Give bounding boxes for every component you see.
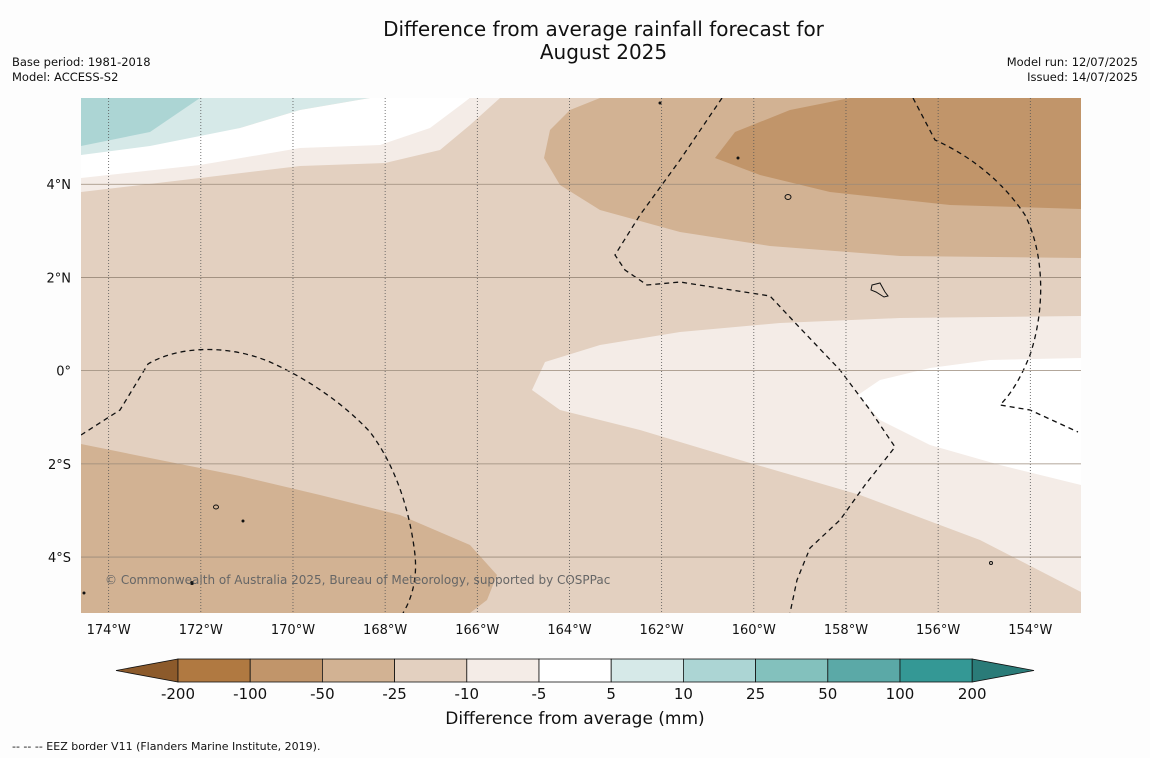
colorbar-extend-high — [971, 658, 1035, 683]
colorbar-tick-label: -10 — [455, 685, 480, 703]
eez-legend-note: -- -- -- EEZ border V11 (Flanders Marine… — [12, 740, 321, 753]
lon-tick-label: 168°W — [363, 623, 407, 638]
colorbar-swatch — [466, 658, 540, 683]
copyright-text: © Commonwealth of Australia 2025, Bureau… — [105, 573, 610, 587]
eez-border-central — [614, 98, 896, 613]
lon-tick-label: 162°W — [640, 623, 684, 638]
title-line-2: August 2025 — [539, 40, 668, 64]
eez-border-west — [81, 348, 417, 613]
colorbar-tick-label: 25 — [746, 685, 765, 703]
colorbar-swatch — [827, 658, 901, 683]
island-3 — [190, 581, 194, 585]
colorbar-extend-low — [115, 658, 179, 683]
map-plot-area: © Commonwealth of Australia 2025, Bureau… — [81, 98, 1081, 613]
contour-10-25-top-left — [81, 98, 200, 146]
colorbar-swatch — [321, 658, 395, 683]
island-kiritimati — [870, 282, 889, 298]
contour-neutral-east — [858, 358, 1081, 485]
lat-tick-label: 0° — [56, 365, 71, 380]
colorbar-label: Difference from average (mm) — [445, 709, 705, 729]
islands — [82, 101, 993, 595]
meta-right: Model run: 12/07/2025 Issued: 14/07/2025 — [1007, 55, 1138, 85]
lon-tick-label: 166°W — [455, 623, 499, 638]
colorbar-swatch — [683, 658, 757, 683]
colorbar-tick-label: 100 — [886, 685, 915, 703]
lon-tick-label: 164°W — [547, 623, 591, 638]
colorbar-tick-label: 200 — [958, 685, 987, 703]
lat-tick-label: 4°S — [48, 551, 71, 566]
colorbar-swatch — [177, 658, 251, 683]
colorbar-swatch — [394, 658, 468, 683]
contour-25-50-southwest — [81, 444, 497, 613]
meta-left: Base period: 1981-2018 Model: ACCESS-S2 — [12, 55, 151, 85]
island-1 — [784, 194, 792, 200]
colorbar-tick-label: 50 — [818, 685, 837, 703]
title-line-1: Difference from average rainfall forecas… — [383, 17, 824, 41]
colorbar-tick-label: 10 — [674, 685, 693, 703]
lat-tick-label: 4°N — [47, 178, 72, 193]
contour-neutral-top — [81, 98, 470, 180]
base-period: Base period: 1981-2018 — [12, 55, 151, 69]
island-4 — [241, 519, 245, 523]
colorbar-swatch — [755, 658, 829, 683]
lon-tick-label: 154°W — [1008, 623, 1052, 638]
colorbar-tick-label: -100 — [233, 685, 267, 703]
colorbar-swatch — [249, 658, 323, 683]
chart-title: Difference from average rainfall forecas… — [0, 18, 1150, 64]
gridlines — [81, 98, 1081, 613]
colorbar: -200 -100 -50 -25 -10 -5 5 10 25 50 100 200 — [115, 658, 1035, 703]
issued-date: Issued: 14/07/2025 — [1027, 70, 1138, 84]
model-name: Model: ACCESS-S2 — [12, 70, 119, 84]
island-6 — [736, 156, 740, 160]
lon-tick-label: 156°W — [916, 623, 960, 638]
axis-labels: 174°W 172°W 170°W 168°W 166°W 164°W 162°W 160°W… — [47, 178, 1053, 638]
island-2 — [213, 504, 219, 510]
eez-borders — [81, 98, 1079, 613]
lon-tick-label: 170°W — [271, 623, 315, 638]
colorbar-tick-label: -25 — [382, 685, 407, 703]
colorbar-tick-label: 5 — [606, 685, 616, 703]
island-7 — [989, 561, 993, 565]
colorbar-swatch — [610, 658, 684, 683]
contour-50-100-northeast — [715, 98, 1081, 209]
colorbar-swatch — [538, 658, 612, 683]
colorbar-tick-label: -200 — [161, 685, 195, 703]
lat-tick-label: 2°N — [47, 271, 72, 286]
eez-border-east — [912, 98, 1079, 433]
lat-tick-label: 2°S — [48, 458, 71, 473]
lon-tick-label: 174°W — [87, 623, 131, 638]
island-8 — [82, 591, 86, 595]
lon-tick-label: 172°W — [179, 623, 223, 638]
colorbar-swatch — [899, 658, 973, 683]
lon-tick-label: 158°W — [824, 623, 868, 638]
contour-5-10-dry-top — [81, 98, 500, 192]
lon-tick-label: 160°W — [732, 623, 776, 638]
colorbar-tick-label: -50 — [310, 685, 335, 703]
model-run: Model run: 12/07/2025 — [1006, 55, 1138, 69]
colorbar-tick-label: -5 — [532, 685, 547, 703]
island-5 — [658, 101, 662, 105]
